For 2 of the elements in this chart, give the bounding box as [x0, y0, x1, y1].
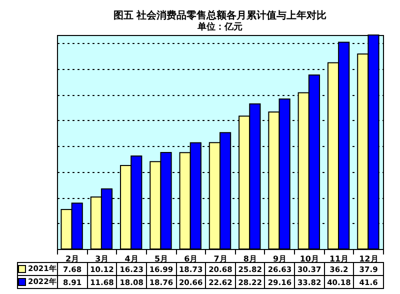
- chart-title: 图五 社会消费品零售总额各月累计值与上年对比: [113, 10, 327, 22]
- chart-subtitle: 单位：亿元: [196, 22, 242, 32]
